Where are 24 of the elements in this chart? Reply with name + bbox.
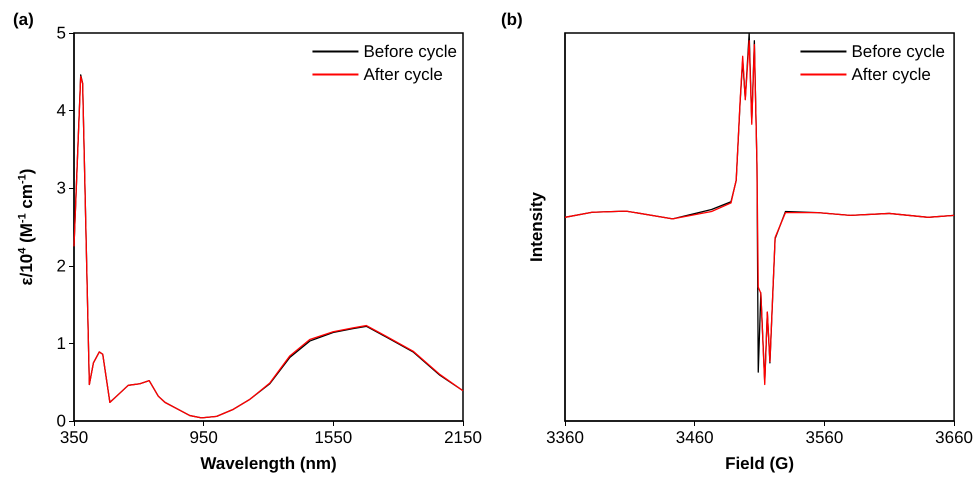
x-axis-title: Field (G) bbox=[725, 454, 794, 473]
y-tick-label: 4 bbox=[56, 101, 66, 120]
x-tick-label: 3360 bbox=[546, 428, 584, 447]
chart-title: (a) bbox=[13, 10, 34, 29]
y-axis-title: Intensity bbox=[527, 192, 546, 262]
x-tick-label: 3560 bbox=[805, 428, 844, 447]
y-tick-label: 2 bbox=[56, 256, 66, 276]
y-tick-label: 0 bbox=[56, 412, 66, 430]
legend-label: After cycle bbox=[851, 65, 931, 84]
legend-label: Before cycle bbox=[363, 42, 458, 61]
y-tick-label: 3 bbox=[56, 178, 66, 198]
x-tick-label: 950 bbox=[189, 428, 218, 447]
y-axis-title: ε/104 (M-1 cm-1) bbox=[16, 168, 36, 286]
chart-title: (b) bbox=[501, 10, 523, 29]
legend-label: Before cycle bbox=[851, 42, 946, 61]
y-tick-label: 1 bbox=[56, 334, 66, 353]
x-tick-label: 2150 bbox=[444, 428, 482, 447]
x-tick-label: 3460 bbox=[676, 428, 714, 447]
y-tick-label: 5 bbox=[56, 24, 66, 42]
x-tick-label: 350 bbox=[60, 428, 88, 447]
x-axis-title: Wavelength (nm) bbox=[200, 454, 337, 473]
legend-label: After cycle bbox=[363, 65, 443, 84]
x-tick-label: 3660 bbox=[935, 428, 974, 447]
x-tick-label: 1550 bbox=[314, 428, 352, 447]
